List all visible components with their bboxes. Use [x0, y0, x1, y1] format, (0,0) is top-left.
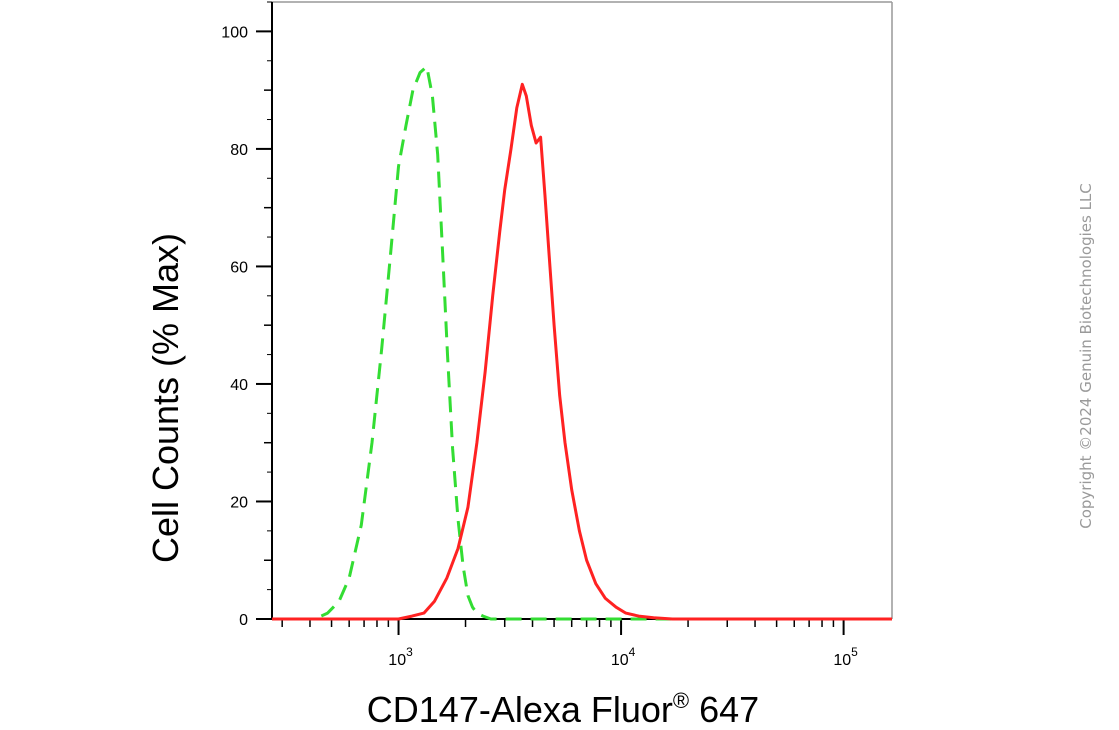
x-tick-label-base: 10 [388, 652, 406, 669]
copyright-watermark: Copyright ©2024 Genuin Biotechnologies L… [1077, 183, 1095, 529]
x-tick-label-exponent: 5 [851, 645, 858, 659]
x-axis-title-superscript: ® [673, 688, 689, 713]
y-tick-label-100: 100 [221, 24, 248, 41]
x-axis-title-suffix: 647 [689, 689, 759, 730]
y-tick-label-40: 40 [230, 377, 248, 394]
y-tick-label-20: 20 [230, 494, 248, 511]
y-tick-label-60: 60 [230, 259, 248, 276]
y-tick-label-80: 80 [230, 142, 248, 159]
cd147-stained-curve [272, 82, 892, 621]
x-tick-label-exponent: 3 [406, 645, 413, 659]
x-tick-label-base: 10 [611, 652, 629, 669]
x-tick-label-base: 10 [833, 652, 851, 669]
y-axis-ticks: 0 20 40 60 80 100 [221, 1, 272, 629]
x-tick-label-10-4: 104 [611, 645, 636, 669]
plot-area [271, 1, 893, 620]
y-axis-title: Cell Counts (% Max) [145, 233, 186, 563]
x-axis-title: CD147-Alexa Fluor® 647 [367, 688, 759, 730]
x-axis-title-main: CD147-Alexa Fluor [367, 689, 673, 730]
isotype-control-curve [272, 65, 892, 621]
x-axis-ticks: 103 104 105 [281, 619, 858, 669]
y-tick-label-0: 0 [239, 612, 248, 629]
x-tick-label-exponent: 4 [629, 645, 636, 659]
series-layer [272, 65, 892, 621]
x-tick-label-10-3: 103 [388, 645, 413, 669]
x-tick-label-10-5: 105 [833, 645, 858, 669]
